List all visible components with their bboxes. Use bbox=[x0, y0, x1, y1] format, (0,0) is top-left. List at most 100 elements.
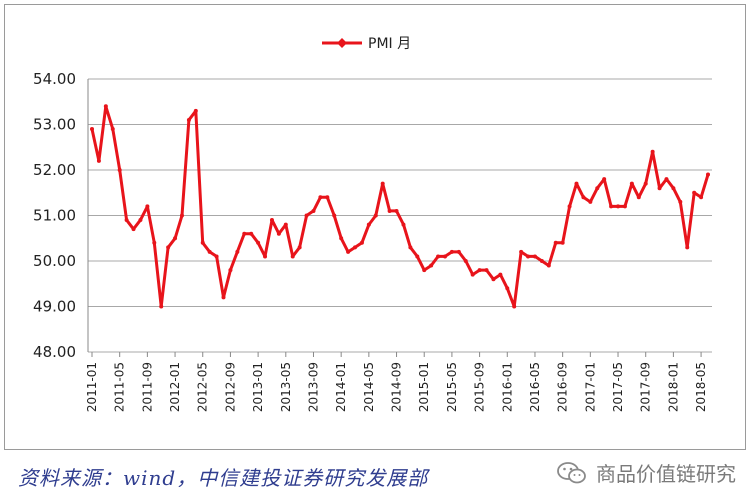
x-tick-label: 2015-09 bbox=[473, 362, 487, 412]
legend-marker-icon bbox=[337, 38, 347, 48]
data-point bbox=[166, 245, 171, 250]
x-tick-label: 2017-01 bbox=[583, 362, 597, 412]
data-point bbox=[671, 186, 676, 191]
data-point bbox=[304, 213, 309, 218]
x-tick-label: 2015-01 bbox=[417, 362, 431, 412]
data-point bbox=[664, 177, 669, 182]
data-point bbox=[152, 240, 157, 245]
data-point bbox=[297, 245, 302, 250]
data-point bbox=[387, 208, 392, 213]
y-tick-label: 54.00 bbox=[33, 70, 76, 88]
y-tick-label: 53.00 bbox=[33, 116, 76, 134]
series-line bbox=[90, 104, 710, 308]
data-point bbox=[353, 245, 358, 250]
data-point bbox=[526, 254, 531, 259]
data-point bbox=[110, 127, 115, 132]
data-point bbox=[90, 127, 94, 132]
x-tick-label: 2012-05 bbox=[196, 362, 210, 412]
y-tick-label: 50.00 bbox=[33, 252, 76, 270]
source-note: 资料来源：wind，中信建投证券研究发展部 bbox=[18, 466, 429, 490]
y-tick-label: 51.00 bbox=[33, 207, 76, 225]
y-tick-label: 48.00 bbox=[33, 343, 76, 361]
data-point bbox=[415, 254, 420, 259]
footer: 资料来源：wind，中信建投证券研究发展部 商品价值链研究 bbox=[0, 452, 752, 502]
x-tick-label: 2017-05 bbox=[611, 362, 625, 412]
data-point bbox=[636, 195, 641, 200]
data-point bbox=[159, 304, 164, 309]
data-point bbox=[373, 213, 378, 218]
data-point bbox=[657, 186, 662, 191]
x-tick-label: 2011-01 bbox=[85, 362, 99, 412]
x-tick-label: 2014-05 bbox=[362, 362, 376, 412]
data-point bbox=[622, 204, 627, 209]
data-point bbox=[103, 104, 108, 109]
data-point bbox=[539, 259, 544, 263]
data-point bbox=[276, 231, 281, 236]
axis-layer: 48.00 49.00 50.00 51.00 52.00 53.00 54.00 2011-… bbox=[33, 70, 708, 412]
x-tick-label: 2015-05 bbox=[445, 362, 459, 412]
data-point bbox=[401, 222, 406, 227]
data-point bbox=[436, 254, 441, 259]
data-point bbox=[145, 204, 150, 209]
legend-label: PMI 月 bbox=[368, 36, 411, 52]
data-point bbox=[228, 268, 233, 273]
x-tick-label: 2013-09 bbox=[306, 362, 320, 412]
data-point bbox=[505, 286, 510, 291]
data-point bbox=[186, 117, 191, 122]
data-point bbox=[214, 254, 219, 259]
x-tick-label: 2011-05 bbox=[113, 362, 127, 412]
data-point bbox=[380, 181, 385, 186]
data-point bbox=[477, 268, 482, 273]
data-point bbox=[650, 149, 655, 154]
data-point bbox=[574, 181, 579, 186]
data-point bbox=[699, 195, 704, 200]
data-point bbox=[491, 277, 496, 282]
data-point bbox=[643, 181, 648, 186]
data-point bbox=[588, 199, 593, 204]
data-point bbox=[131, 227, 136, 232]
x-tick-label: 2011-09 bbox=[140, 362, 154, 412]
data-point bbox=[449, 249, 454, 254]
data-point bbox=[553, 240, 558, 245]
data-point bbox=[685, 245, 690, 250]
data-point bbox=[346, 249, 351, 254]
data-point bbox=[581, 195, 586, 200]
x-tick-label: 2013-01 bbox=[251, 362, 265, 412]
data-point bbox=[692, 190, 697, 195]
x-tick-label: 2013-05 bbox=[279, 362, 293, 412]
y-tick-label: 49.00 bbox=[33, 298, 76, 316]
watermark-text: 商品价值链研究 bbox=[596, 462, 736, 486]
data-point bbox=[325, 195, 330, 200]
data-point bbox=[678, 199, 683, 204]
data-point bbox=[470, 272, 475, 277]
data-point bbox=[442, 254, 447, 259]
data-point bbox=[484, 268, 489, 273]
x-tick-label: 2014-09 bbox=[390, 362, 404, 412]
data-point bbox=[366, 222, 371, 227]
grid-layer bbox=[88, 78, 712, 353]
watermark: 商品价值链研究 bbox=[556, 458, 736, 487]
x-tick-label: 2012-09 bbox=[223, 362, 237, 412]
data-point bbox=[629, 181, 634, 186]
data-point bbox=[256, 240, 261, 245]
data-point bbox=[235, 249, 240, 254]
x-tick-label: 2012-01 bbox=[168, 362, 182, 412]
data-point bbox=[498, 272, 503, 277]
y-tick-label: 52.00 bbox=[33, 161, 76, 179]
chart-frame bbox=[4, 4, 746, 450]
data-point bbox=[560, 240, 565, 245]
x-tick-label: 2014-01 bbox=[334, 362, 348, 412]
data-point bbox=[512, 304, 517, 309]
x-tick-label: 2016-09 bbox=[556, 362, 570, 412]
data-point bbox=[422, 268, 427, 273]
data-point bbox=[532, 254, 537, 259]
data-point bbox=[124, 218, 129, 223]
legend: PMI 月 bbox=[322, 36, 411, 52]
data-point bbox=[609, 204, 614, 209]
data-point bbox=[207, 249, 212, 254]
data-point bbox=[249, 231, 254, 236]
data-point bbox=[394, 208, 399, 213]
x-tick-label: 2018-01 bbox=[666, 362, 680, 412]
data-point bbox=[200, 240, 205, 245]
data-point bbox=[567, 204, 572, 209]
